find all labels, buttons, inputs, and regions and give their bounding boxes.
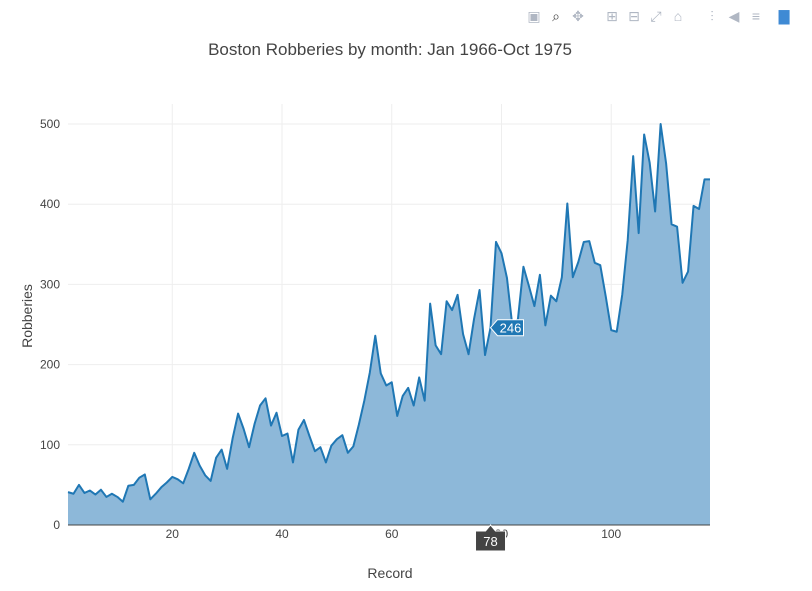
zoom-in-icon[interactable]: ⊞	[606, 7, 618, 24]
y-tick-label: 500	[40, 117, 60, 131]
x-tick-label: 20	[166, 527, 180, 541]
y-tick-label: 100	[40, 438, 60, 452]
y-tick-label: 200	[40, 358, 60, 372]
hover-y-box	[489, 319, 525, 337]
x-tick-label: 100	[601, 527, 621, 541]
modebar: ▣ ⌕ ✥ ⊞ ⊟ ⤢ ⌂ ⫶ ◀ ≡ ▇	[524, 6, 794, 26]
y-tick-label: 300	[40, 277, 60, 291]
hover-tooltip: 246 78	[475, 319, 525, 552]
hover-closest-icon[interactable]: ◀	[728, 7, 740, 24]
x-axis-ticks: 20406080100	[166, 527, 622, 541]
spike-lines-icon[interactable]: ⫶	[710, 7, 714, 24]
x-tick-label: 60	[385, 527, 399, 541]
hover-compare-icon[interactable]: ≡	[751, 8, 761, 24]
y-axis-label: Robberies	[19, 284, 35, 348]
y-tick-label: 0	[53, 518, 60, 532]
y-tick-label: 400	[40, 197, 60, 211]
camera-icon[interactable]: ▣	[527, 7, 541, 24]
robberies-series-line[interactable]	[67, 123, 710, 503]
y-axis-ticks: 0 100 200 300 400 500	[40, 117, 60, 532]
x-tick-label: 40	[275, 527, 289, 541]
home-icon[interactable]: ⌂	[673, 8, 683, 24]
x-axis-label: Record	[367, 565, 412, 581]
zoom-icon[interactable]: ⌕	[552, 7, 560, 24]
chart-title: Boston Robberies by month: Jan 1966-Oct …	[208, 40, 572, 59]
zoom-out-icon[interactable]: ⊟	[628, 7, 640, 24]
pan-icon[interactable]: ✥	[572, 7, 584, 24]
hover-y-label: 246	[500, 321, 522, 336]
plotly-logo-icon[interactable]: ▇	[778, 7, 790, 24]
hover-x-label: 78	[483, 534, 497, 549]
robberies-area-fill	[68, 124, 710, 526]
hover-x-box	[475, 524, 507, 552]
autoscale-icon[interactable]: ⤢	[650, 7, 662, 24]
